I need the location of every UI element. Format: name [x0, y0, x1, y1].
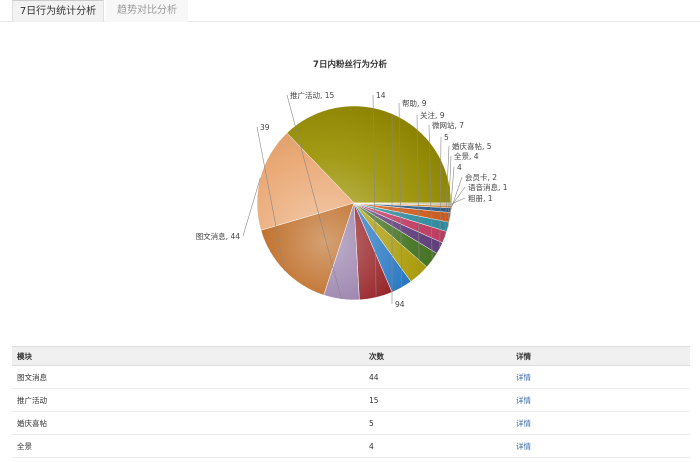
- table-row: 全景 4 详情: [12, 434, 690, 458]
- pie-slice-label: 微网站, 7: [432, 120, 464, 130]
- tab-7day-stats[interactable]: 7日行为统计分析: [12, 0, 104, 22]
- pie-slice-label: 14: [376, 91, 386, 100]
- detail-link[interactable]: 详情: [511, 434, 690, 458]
- detail-link[interactable]: 详情: [511, 365, 690, 389]
- pie-slice-label: 帮助, 9: [402, 98, 427, 108]
- cell-module: 婚庆喜帖: [12, 411, 364, 435]
- pie-leader-line: [286, 94, 342, 300]
- table-header-row: 模块 次数 详情: [12, 346, 690, 366]
- table-row: 图文消息 44 详情: [12, 365, 690, 389]
- pie-chart-svg: 7日内粉丝行为分析 94 图文消息, 44 39 推广活动, 15 14 帮助, 9 关注,…: [196, 59, 508, 309]
- header-detail: 详情: [511, 346, 690, 366]
- pie-slice-label: 婚庆喜帖, 5: [452, 141, 492, 151]
- tab-bar: 7日行为统计分析 趋势对比分析: [0, 0, 700, 22]
- pie-leader-line: [242, 177, 261, 237]
- pie-leader-line: [450, 186, 466, 207]
- cell-count: 5: [364, 411, 511, 435]
- detail-link[interactable]: 详情: [511, 388, 690, 412]
- cell-module: 推广活动: [12, 388, 364, 412]
- tab-trend-compare[interactable]: 趋势对比分析: [106, 0, 188, 22]
- detail-link[interactable]: 详情: [511, 411, 690, 435]
- header-module: 模块: [12, 346, 364, 366]
- pie-leader-line: [428, 124, 433, 261]
- pie-slice-label: 全景, 4: [454, 151, 479, 161]
- pie-slice-label: 39: [260, 123, 270, 132]
- pie-leader-line: [256, 126, 285, 271]
- pie-slice-label: 会员卡, 2: [465, 172, 497, 182]
- stats-table: 模块 次数 详情 图文消息 44 详情 推广活动 15 详情 婚庆喜帖 5 详情…: [12, 346, 690, 458]
- pie-leader-line: [447, 155, 452, 227]
- cell-count: 15: [364, 388, 511, 412]
- pie-leader-line: [449, 166, 455, 218]
- cell-count: 44: [364, 365, 511, 389]
- pie-slice-label: 关注, 9: [420, 110, 445, 120]
- chart-title: 7日内粉丝行为分析: [313, 59, 387, 70]
- pie-leader-line: [372, 94, 377, 298]
- pie-leader-line: [439, 136, 442, 249]
- pie-leader-line: [416, 114, 420, 275]
- table-row: 推广活动 15 详情: [12, 388, 690, 412]
- pie-slice-label: 语音消息, 1: [468, 182, 508, 192]
- pie-leader-line: [444, 145, 450, 238]
- pie-slice-label: 5: [444, 133, 449, 142]
- cell-module: 图文消息: [12, 365, 364, 389]
- pie-slice-label: 94: [395, 300, 405, 309]
- pie-slice-label: 推广活动, 15: [290, 90, 335, 100]
- cell-module: 全景: [12, 434, 364, 458]
- pie-leader-line: [450, 197, 466, 205]
- pie-leader-line: [398, 102, 403, 288]
- pie-slice-label: 粗册, 1: [468, 193, 493, 203]
- pie-chart: 7日内粉丝行为分析 94 图文消息, 44 39 推广活动, 15 14 帮助, 9 关注,…: [0, 48, 700, 328]
- pie-slice-label: 4: [457, 163, 462, 172]
- table-row: 婚庆喜帖 5 详情: [12, 411, 690, 435]
- cell-count: 4: [364, 434, 511, 458]
- pie-slice-label: 图文消息, 44: [196, 231, 241, 241]
- header-count: 次数: [364, 346, 511, 366]
